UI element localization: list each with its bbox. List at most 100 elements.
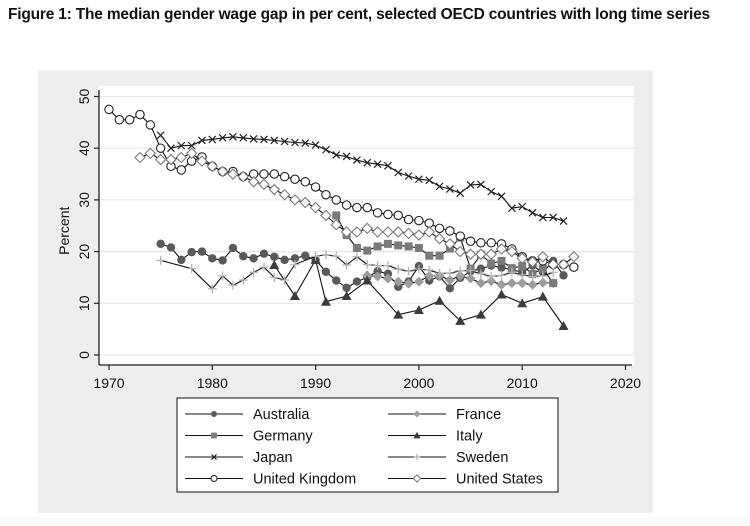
marker-stroke <box>487 187 496 196</box>
data-point-united-states <box>165 153 177 166</box>
data-point-japan <box>507 204 516 213</box>
data-point-sweden <box>528 271 538 281</box>
data-point-italy <box>455 315 466 325</box>
data-point-united-states <box>299 196 312 209</box>
data-point-sweden <box>228 280 238 290</box>
marker-stroke <box>342 152 351 161</box>
data-point-sweden <box>455 266 465 276</box>
data-point-australia <box>197 247 207 256</box>
data-point-united-states <box>506 245 518 258</box>
data-point-united-kingdom <box>486 238 496 248</box>
data-point-italy <box>289 291 300 301</box>
data-point-united-kingdom <box>145 120 156 130</box>
data-point-germany <box>363 246 372 255</box>
data-point-united-states <box>402 227 415 240</box>
series-line-united-kingdom <box>108 109 575 268</box>
marker-stroke <box>435 182 444 191</box>
marker-stroke <box>211 454 217 460</box>
data-point-australia <box>280 255 289 265</box>
data-point-sweden <box>507 267 517 277</box>
data-point-australia <box>177 255 186 265</box>
data-point-united-states <box>371 226 384 238</box>
data-point-united-kingdom <box>124 115 135 125</box>
data-point-united-states <box>392 226 405 238</box>
data-point-united-states <box>154 153 167 166</box>
legend-item-australia: Australia <box>185 407 310 423</box>
marker-stroke <box>167 144 175 153</box>
data-point-italy <box>434 295 445 305</box>
data-point-germany <box>497 256 506 265</box>
data-point-united-kingdom <box>176 165 187 175</box>
data-point-australia <box>239 252 248 261</box>
data-point-united-states <box>537 250 549 263</box>
series-japan <box>156 131 568 226</box>
data-point-australia <box>476 264 486 273</box>
data-point-sweden <box>404 266 414 276</box>
x-tick-label: 1980 <box>197 375 228 391</box>
data-point-united-states <box>134 151 146 164</box>
legend-item-japan: Japan <box>185 450 293 466</box>
data-point-sweden <box>290 260 300 270</box>
marker-stroke <box>260 135 268 144</box>
data-point-united-kingdom <box>393 210 403 221</box>
data-point-france <box>527 279 538 290</box>
data-point-japan <box>425 176 434 185</box>
data-point-germany <box>332 211 341 220</box>
marker-stroke <box>229 132 237 141</box>
data-point-united-states <box>227 168 239 180</box>
data-point-united-kingdom <box>300 177 311 187</box>
data-point-sweden <box>414 264 424 274</box>
data-point-sweden <box>352 252 362 262</box>
data-point-united-kingdom <box>290 174 300 184</box>
data-point-australia <box>156 239 165 249</box>
data-point-japan <box>177 141 186 150</box>
legend: Australia Germany Japan United Kingdom Franc… <box>176 397 559 493</box>
data-point-united-kingdom <box>279 171 290 182</box>
data-point-australia <box>259 249 269 258</box>
y-axis-title: Percent <box>56 207 72 255</box>
data-point-united-kingdom <box>135 109 145 120</box>
marker-stroke <box>198 136 206 145</box>
data-point-united-states <box>237 170 250 183</box>
data-point-france <box>403 278 414 289</box>
data-point-sweden <box>321 250 331 260</box>
marker-stroke <box>414 175 423 184</box>
data-point-japan <box>476 180 485 189</box>
legend-item-sweden: Sweden <box>388 450 508 466</box>
data-point-united-states <box>144 147 157 160</box>
data-point-japan <box>270 136 279 145</box>
data-point-united-kingdom <box>476 238 486 248</box>
data-point-japan <box>549 213 558 222</box>
data-point-france <box>496 279 507 290</box>
marker-stroke <box>177 141 186 150</box>
data-point-sweden <box>517 270 527 280</box>
data-point-sweden <box>218 271 228 281</box>
marker-stroke <box>218 133 227 142</box>
data-point-united-states <box>351 226 363 238</box>
data-point-united-states <box>340 226 353 238</box>
data-point-japan <box>435 182 444 191</box>
data-point-france <box>486 276 497 287</box>
marker-stroke <box>559 217 568 226</box>
data-point-united-kingdom <box>114 115 125 125</box>
data-point-france <box>475 278 486 289</box>
legend-item-italy: Italy <box>388 429 483 445</box>
series-line-germany <box>335 215 554 284</box>
series-line-australia <box>160 243 564 289</box>
data-point-united-kingdom <box>269 169 280 179</box>
marker-stroke <box>332 150 341 159</box>
data-point-australia <box>342 283 351 292</box>
marker-stroke <box>208 135 217 144</box>
data-point-australia <box>187 247 196 257</box>
marker-stroke <box>239 133 248 142</box>
marker-stroke <box>528 208 537 217</box>
data-point-united-states <box>444 238 456 250</box>
legend-marker-united-states <box>412 474 422 483</box>
series-italy <box>269 254 569 331</box>
data-point-australia <box>394 282 403 291</box>
data-point-united-states <box>464 248 477 260</box>
data-point-united-kingdom <box>259 169 269 179</box>
data-point-italy <box>537 291 548 301</box>
marker-stroke <box>507 204 516 213</box>
